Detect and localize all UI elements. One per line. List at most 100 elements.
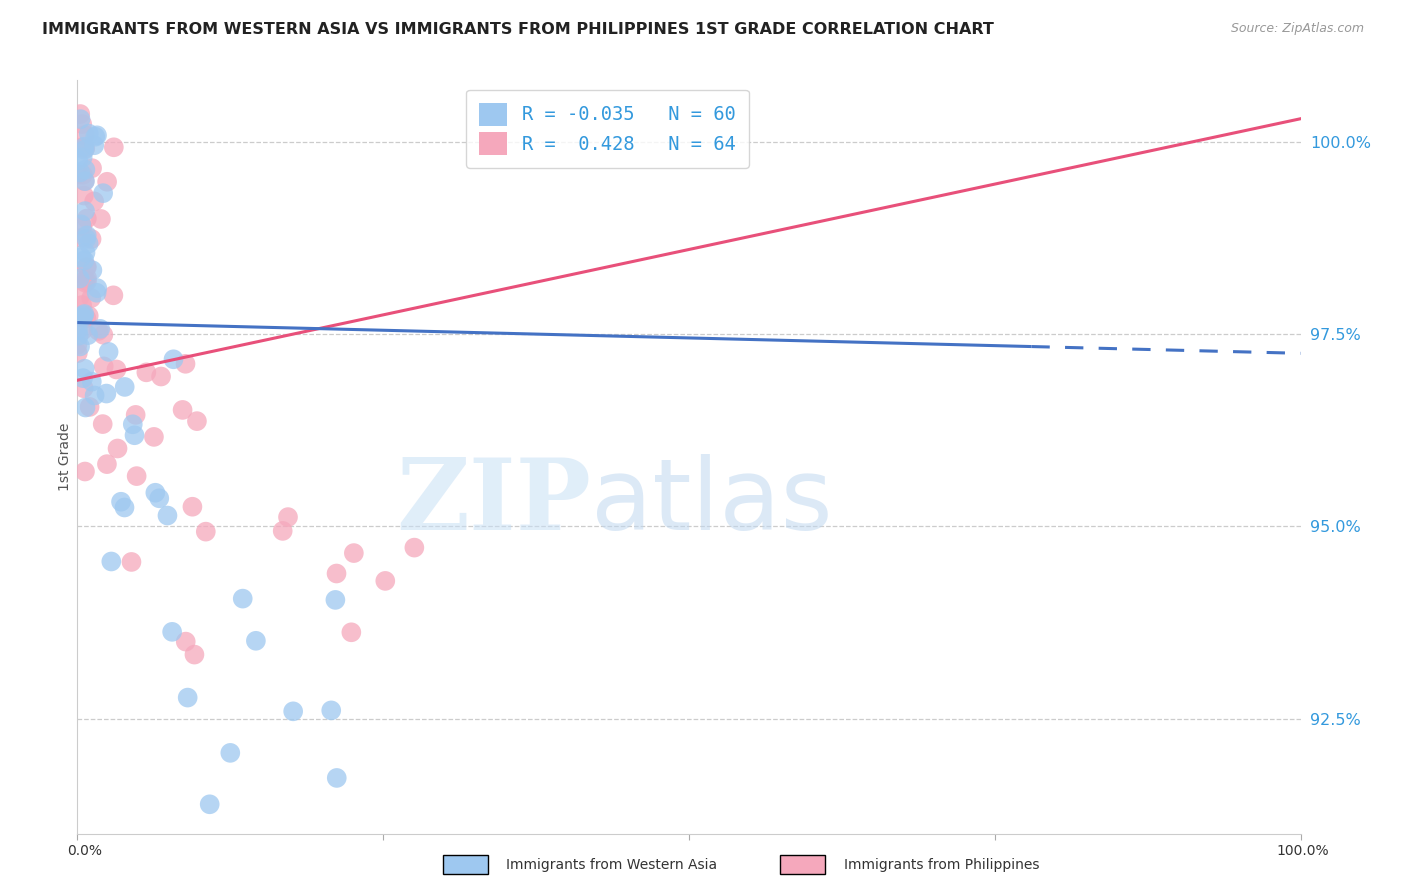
- Point: [69, 339, 91, 353]
- Point: [325, 593, 347, 607]
- Point: [103, 288, 125, 302]
- Point: [86, 281, 108, 295]
- Point: [143, 485, 166, 500]
- Point: [97, 344, 120, 359]
- Point: [277, 510, 299, 524]
- Point: [79, 400, 101, 414]
- Point: [80, 232, 103, 246]
- Point: [66, 310, 89, 324]
- Point: [186, 414, 208, 428]
- Text: 0.0%: 0.0%: [67, 844, 103, 858]
- Point: [80, 375, 103, 389]
- Point: [70, 117, 93, 131]
- Point: [76, 228, 98, 243]
- Point: [80, 291, 103, 305]
- Y-axis label: 1st Grade: 1st Grade: [58, 423, 72, 491]
- Point: [183, 648, 205, 662]
- Point: [110, 494, 132, 508]
- Point: [107, 442, 129, 456]
- Point: [76, 270, 98, 285]
- Point: [174, 357, 197, 371]
- Point: [77, 127, 100, 141]
- Point: [374, 574, 396, 588]
- Text: Source: ZipAtlas.com: Source: ZipAtlas.com: [1230, 22, 1364, 36]
- Point: [181, 500, 204, 514]
- Point: [72, 150, 94, 164]
- Point: [73, 174, 96, 188]
- Point: [125, 469, 148, 483]
- Point: [105, 362, 128, 376]
- Point: [100, 554, 122, 568]
- Point: [72, 371, 94, 385]
- Point: [83, 388, 105, 402]
- Point: [67, 167, 90, 181]
- Point: [86, 128, 108, 143]
- Point: [72, 310, 94, 325]
- Point: [340, 625, 363, 640]
- Point: [114, 500, 136, 515]
- Point: [91, 327, 114, 342]
- Point: [73, 361, 96, 376]
- Point: [83, 194, 105, 209]
- Point: [75, 401, 97, 415]
- Point: [89, 322, 111, 336]
- Point: [135, 365, 157, 379]
- Point: [72, 168, 94, 182]
- Text: Immigrants from Western Asia: Immigrants from Western Asia: [506, 858, 717, 872]
- Point: [66, 323, 89, 337]
- Point: [232, 591, 254, 606]
- Point: [77, 309, 100, 323]
- Point: [69, 112, 91, 127]
- Point: [75, 311, 97, 326]
- Text: 100.0%: 100.0%: [1277, 844, 1329, 858]
- Point: [160, 624, 183, 639]
- Point: [142, 430, 165, 444]
- Point: [77, 236, 100, 251]
- Point: [121, 555, 143, 569]
- Point: [70, 250, 93, 264]
- Point: [69, 107, 91, 121]
- Point: [124, 408, 146, 422]
- Point: [70, 231, 93, 245]
- Point: [148, 491, 170, 506]
- Point: [219, 746, 242, 760]
- Point: [77, 328, 100, 343]
- Point: [96, 386, 118, 401]
- Text: Immigrants from Philippines: Immigrants from Philippines: [844, 858, 1039, 872]
- Point: [87, 324, 110, 338]
- Point: [194, 524, 217, 539]
- Point: [67, 328, 90, 343]
- Point: [86, 285, 108, 300]
- Point: [70, 298, 93, 312]
- Point: [73, 174, 96, 188]
- Point: [326, 771, 349, 785]
- Point: [91, 417, 114, 431]
- Point: [73, 128, 96, 143]
- Point: [90, 211, 112, 226]
- Point: [67, 153, 90, 168]
- Point: [124, 428, 146, 442]
- Point: [73, 204, 96, 219]
- Point: [150, 369, 173, 384]
- Point: [283, 704, 305, 718]
- Point: [75, 260, 97, 274]
- Point: [162, 352, 184, 367]
- Point: [72, 219, 94, 234]
- Point: [91, 186, 114, 201]
- Point: [80, 161, 103, 176]
- Point: [66, 337, 89, 351]
- Point: [70, 218, 93, 232]
- Point: [73, 253, 96, 268]
- Point: [156, 508, 179, 523]
- Text: IMMIGRANTS FROM WESTERN ASIA VS IMMIGRANTS FROM PHILIPPINES 1ST GRADE CORRELATIO: IMMIGRANTS FROM WESTERN ASIA VS IMMIGRAN…: [42, 22, 994, 37]
- Point: [76, 211, 98, 226]
- Point: [75, 245, 97, 260]
- Point: [76, 274, 98, 288]
- Point: [93, 359, 115, 374]
- Point: [69, 271, 91, 285]
- Point: [172, 403, 194, 417]
- Point: [404, 541, 426, 555]
- Point: [73, 465, 96, 479]
- Point: [176, 690, 198, 705]
- Point: [343, 546, 366, 560]
